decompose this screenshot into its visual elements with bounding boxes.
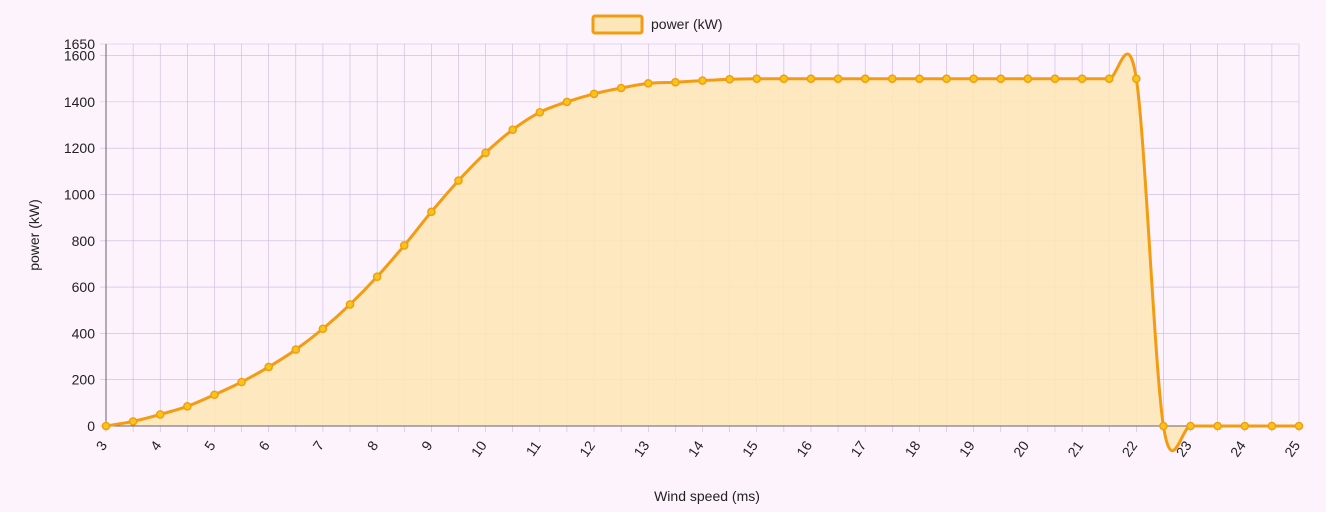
data-point[interactable] — [1023, 74, 1033, 84]
y-tick-label: 0 — [87, 418, 95, 434]
data-point[interactable] — [1077, 74, 1087, 84]
area-fill — [106, 54, 1299, 451]
y-tick-label: 600 — [72, 279, 96, 295]
x-tick-label: 17 — [847, 438, 869, 460]
series-area — [106, 54, 1299, 451]
x-tick-label: 6 — [255, 438, 273, 454]
x-tick-label: 4 — [147, 438, 165, 454]
x-axis-title: Wind speed (ms) — [654, 488, 760, 504]
data-point[interactable] — [1294, 421, 1304, 431]
data-point[interactable] — [128, 417, 138, 426]
data-point[interactable] — [779, 74, 789, 84]
x-tick-label: 12 — [576, 438, 598, 460]
data-point[interactable] — [183, 402, 192, 411]
legend-swatch[interactable] — [591, 14, 644, 35]
x-tick-label: 24 — [1227, 438, 1249, 460]
y-axis-title: power (kW) — [26, 199, 42, 271]
x-tick-label: 13 — [630, 438, 652, 460]
data-point[interactable] — [372, 272, 382, 281]
data-point[interactable] — [616, 83, 626, 93]
y-tick-label: 1000 — [64, 186, 95, 202]
legend-label[interactable]: power (kW) — [651, 16, 723, 32]
data-point[interactable] — [1159, 421, 1168, 431]
x-tick-label: 19 — [956, 438, 978, 460]
data-point[interactable] — [399, 241, 409, 250]
x-tick-label: 18 — [902, 438, 924, 460]
data-point[interactable] — [210, 390, 219, 400]
data-point[interactable] — [264, 362, 273, 372]
data-point[interactable] — [996, 74, 1006, 84]
x-tick-label: 22 — [1118, 438, 1140, 460]
data-point[interactable] — [237, 377, 246, 387]
data-point[interactable] — [698, 76, 707, 85]
data-point[interactable] — [101, 421, 111, 431]
x-tick-label: 3 — [93, 438, 111, 454]
data-point[interactable] — [1050, 74, 1060, 84]
y-tick-label: 1600 — [64, 48, 95, 64]
data-point[interactable] — [725, 74, 734, 84]
x-tick-label: 15 — [739, 438, 761, 460]
x-tick-label: 25 — [1281, 438, 1303, 460]
data-point[interactable] — [671, 77, 680, 87]
data-point[interactable] — [752, 74, 762, 84]
data-point[interactable] — [535, 107, 545, 117]
data-point[interactable] — [1132, 74, 1141, 84]
y-tick-label: 800 — [72, 233, 96, 249]
x-tick-label: 8 — [364, 438, 382, 454]
data-point[interactable] — [1213, 421, 1222, 431]
data-point[interactable] — [589, 89, 599, 99]
data-point[interactable] — [806, 74, 816, 84]
data-point[interactable] — [291, 345, 301, 354]
x-tick-label: 11 — [523, 438, 545, 459]
data-point[interactable] — [969, 74, 978, 84]
data-points — [101, 74, 1304, 431]
legend[interactable]: power (kW) — [591, 14, 723, 35]
x-tick-label: 20 — [1010, 438, 1032, 460]
data-point[interactable] — [1267, 421, 1277, 431]
data-point[interactable] — [345, 300, 355, 309]
data-point[interactable] — [1104, 74, 1114, 84]
data-point[interactable] — [155, 410, 165, 419]
data-point[interactable] — [643, 79, 653, 88]
x-tick-label: 9 — [418, 438, 436, 454]
data-point[interactable] — [1186, 421, 1195, 431]
axes — [105, 44, 1299, 427]
data-point[interactable] — [860, 74, 870, 84]
x-tick-label: 7 — [309, 438, 327, 454]
x-tick-labels: 3 4 5 6 7 8 9 10 11 12 13 14 15 16 17 18 19 20 21 22 23 24 25 — [93, 438, 1304, 460]
data-point[interactable] — [508, 125, 518, 134]
x-tick-label: 16 — [793, 438, 815, 460]
x-tick-label: 14 — [685, 438, 707, 460]
data-point[interactable] — [942, 74, 951, 84]
data-point[interactable] — [915, 74, 924, 84]
data-point[interactable] — [833, 74, 843, 84]
y-tick-label: 200 — [72, 372, 96, 388]
y-tick-label: 1650 — [64, 36, 95, 52]
data-point[interactable] — [1240, 421, 1250, 431]
y-tick-label: 1200 — [64, 140, 95, 156]
data-point[interactable] — [562, 97, 572, 107]
x-tick-label: 10 — [468, 438, 490, 460]
data-point[interactable] — [318, 324, 328, 334]
x-tick-label: 5 — [201, 438, 219, 454]
y-tick-label: 400 — [72, 325, 96, 341]
data-point[interactable] — [454, 176, 463, 185]
y-tick-label: 1400 — [64, 94, 95, 110]
data-point[interactable] — [887, 74, 897, 84]
data-point[interactable] — [427, 207, 436, 217]
x-tick-label: 21 — [1064, 438, 1086, 460]
data-point[interactable] — [481, 148, 490, 158]
